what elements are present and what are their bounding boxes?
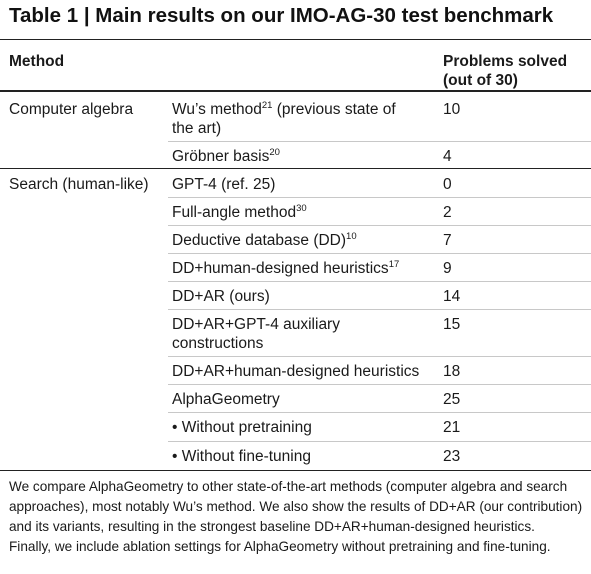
row-method-dd-ar-gpt4: DD+AR+GPT-4 auxiliary	[172, 316, 340, 333]
reference-number: 10	[346, 231, 357, 242]
row-value-without-fine-tuning: 23	[443, 448, 461, 465]
row-separator	[168, 253, 591, 254]
method-name: Full-angle method	[172, 204, 297, 221]
row-method-grobner: Gröbner basis20	[172, 147, 280, 166]
reference-number: 30	[296, 203, 307, 214]
reference-number: 17	[388, 259, 400, 270]
method-name: Deductive database (DD)	[172, 232, 347, 249]
row-value-gpt4: 0	[443, 176, 452, 193]
reference-number: 21	[261, 100, 273, 111]
row-value-dd-ar-gpt4: 15	[443, 316, 461, 333]
header-problems-solved: Problems solved	[443, 53, 568, 70]
row-value-dd-ar: 14	[443, 288, 461, 305]
row-method-without-pretraining: • Without pretraining	[172, 419, 312, 436]
method-name-continued: (previous state of	[272, 101, 396, 118]
row-method-dd-ar-heuristics: DD+AR+human-designed heuristics	[172, 363, 420, 380]
row-separator	[168, 384, 591, 385]
row-method-without-fine-tuning: • Without fine-tuning	[172, 448, 311, 465]
caption-line: We compare AlphaGeometry to other state-…	[9, 479, 568, 494]
table-title: Table 1 | Main results on our IMO-AG-30 …	[9, 4, 554, 27]
row-method-dd-ar: DD+AR (ours)	[172, 288, 270, 305]
row-method-dd-ar-gpt4-line2: constructions	[172, 335, 264, 352]
group-label-search: Search (human-like)	[9, 176, 149, 193]
group-rule	[0, 168, 591, 169]
group-label-computer-algebra: Computer algebra	[9, 101, 134, 118]
row-separator	[168, 356, 591, 357]
row-method-dd-heuristics: DD+human-designed heuristics17	[172, 259, 399, 278]
row-value-dd-heuristics: 9	[443, 260, 452, 277]
row-separator	[168, 197, 591, 198]
caption-line: approaches), most notably Wu’s method. W…	[9, 499, 583, 514]
header-bottom-rule	[0, 90, 591, 92]
reference-number: 20	[269, 147, 280, 158]
row-value-dd-ar-heuristics: 18	[443, 363, 461, 380]
row-method-gpt4: GPT-4 (ref. 25)	[172, 176, 276, 193]
row-method-wu-line2: the art)	[172, 120, 222, 137]
header-out-of-30: (out of 30)	[443, 72, 518, 89]
table-top-rule	[0, 39, 591, 40]
caption-line: and its variants, resulting in the stron…	[9, 519, 535, 534]
row-value-full-angle: 2	[443, 204, 452, 221]
row-value-without-pretraining: 21	[443, 419, 461, 436]
method-name: DD+human-designed heuristics	[172, 260, 389, 277]
row-separator	[168, 281, 591, 282]
row-value-dd: 7	[443, 232, 452, 249]
row-value-grobner: 4	[443, 148, 452, 165]
row-separator	[168, 309, 591, 310]
method-name: Gröbner basis	[172, 148, 270, 165]
row-value-alphageometry: 25	[443, 391, 461, 408]
row-separator	[168, 225, 591, 226]
row-value-wu: 10	[443, 101, 461, 118]
row-separator	[168, 441, 591, 442]
method-name: Wu’s method	[172, 101, 262, 118]
row-method-full-angle: Full-angle method30	[172, 203, 307, 222]
row-method-alphageometry: AlphaGeometry	[172, 391, 280, 408]
row-separator	[168, 141, 591, 142]
row-method-dd: Deductive database (DD)10	[172, 231, 357, 250]
caption-line: Finally, we include ablation settings fo…	[9, 539, 551, 554]
header-method: Method	[9, 53, 65, 70]
row-separator	[168, 412, 591, 413]
row-method-wu: Wu’s method21 (previous state of	[172, 100, 396, 119]
table-bottom-rule	[0, 470, 591, 471]
